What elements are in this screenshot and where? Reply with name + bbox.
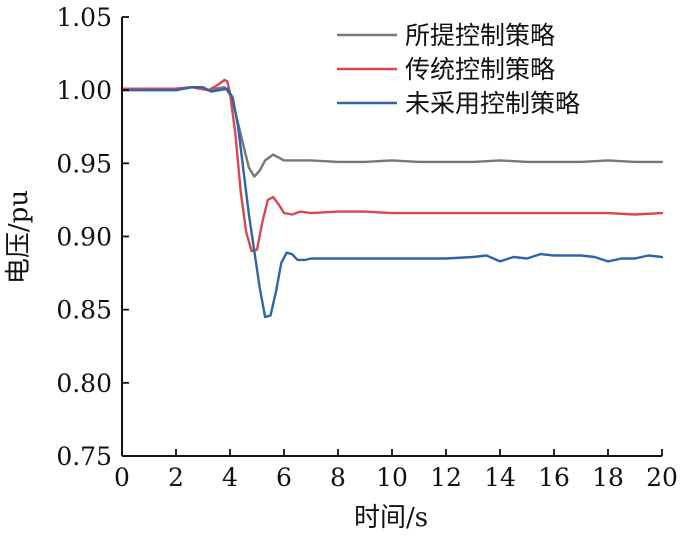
series-line-1 — [120, 85, 664, 178]
x-tick-label: 0 — [114, 463, 130, 492]
x-tick-label: 12 — [430, 463, 462, 492]
legend-label-2: 传统控制策略 — [405, 55, 555, 84]
legend-label-3: 未采用控制策略 — [405, 89, 580, 118]
y-tick-label: 0.85 — [56, 296, 112, 325]
y-tick-label: 0.75 — [56, 442, 112, 471]
x-axis-title: 时间/s — [354, 503, 428, 533]
x-tick-label: 16 — [538, 463, 570, 492]
x-tick-label: 10 — [376, 463, 408, 492]
x-tick-label: 8 — [330, 463, 346, 492]
series-line-3 — [120, 85, 664, 319]
series-layer — [120, 78, 664, 319]
axes-layer — [121, 17, 662, 457]
series-line-2 — [120, 78, 664, 253]
y-axis-title: 电压/pu — [4, 190, 34, 284]
x-tick-label: 6 — [276, 463, 292, 492]
y-tick-label: 1.05 — [56, 3, 112, 32]
y-tick-label: 0.90 — [56, 223, 112, 252]
y-tick-label: 1.00 — [56, 76, 112, 105]
legend-label-1: 所提控制策略 — [405, 21, 555, 50]
y-tick-label: 0.95 — [56, 149, 112, 178]
x-tick-label: 18 — [592, 463, 624, 492]
y-tick-label: 0.80 — [56, 369, 112, 398]
x-tick-label: 2 — [168, 463, 184, 492]
x-tick-label: 4 — [222, 463, 238, 492]
ticks-layer: 0 2 4 6 8 10 12 14 16 18 20 0.75 0.80 0.85 0.90 0.95 1.0… — [56, 3, 678, 492]
x-tick-label: 14 — [484, 463, 516, 492]
x-tick-label: 20 — [646, 463, 678, 492]
